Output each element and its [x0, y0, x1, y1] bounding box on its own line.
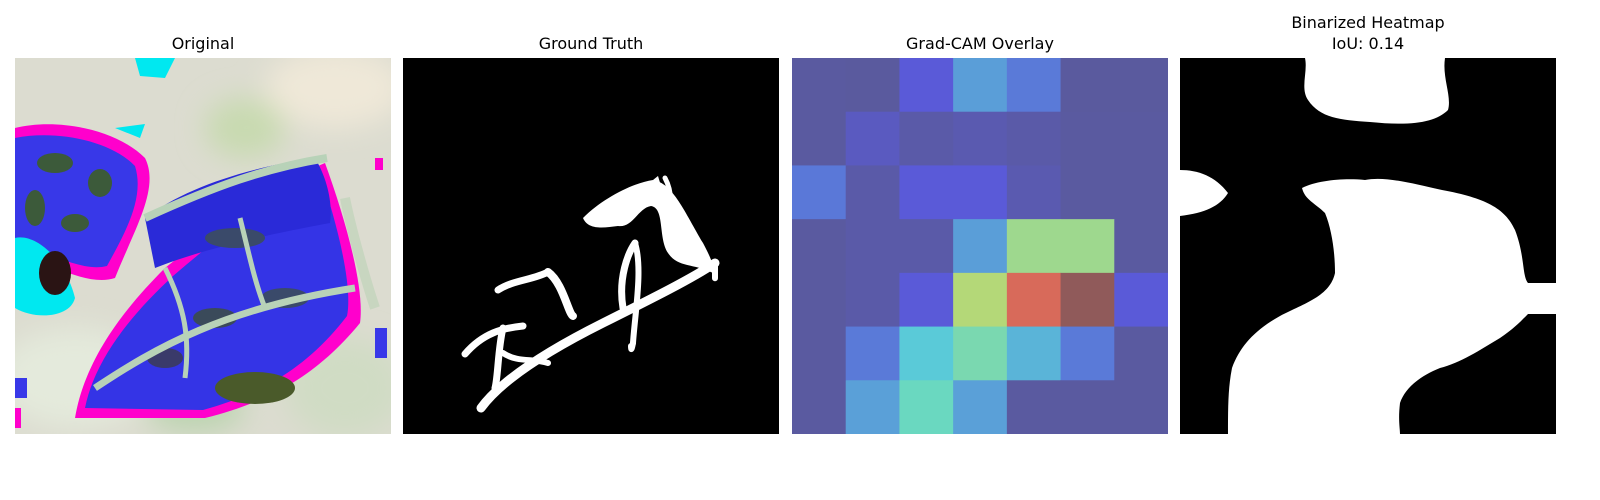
heatmap-cell — [953, 219, 1008, 274]
heatmap-cell — [1006, 272, 1062, 328]
heatmap-cell — [1114, 380, 1168, 434]
heatmap-cell — [1060, 326, 1115, 381]
original-image — [15, 58, 391, 434]
heatmap-cell — [1006, 380, 1062, 434]
heatmap-cell — [792, 58, 847, 113]
heatmap-cell — [1060, 111, 1115, 167]
ground-truth-title: Ground Truth — [538, 34, 644, 53]
heatmap-cell — [953, 111, 1008, 167]
heatmap-cell — [845, 326, 901, 381]
heatmap-cell — [845, 58, 901, 113]
heatmap-cell — [1060, 58, 1115, 113]
heatmap-cell — [792, 165, 847, 220]
gradcam-overlay — [792, 58, 1168, 434]
heatmap-cell — [792, 111, 847, 167]
heatmap-cell — [1114, 111, 1168, 167]
heatmap-cell — [953, 326, 1008, 381]
binarized-heatmap — [1180, 58, 1556, 434]
heatmap-cell — [1060, 165, 1115, 220]
heatmap-cell — [1006, 58, 1062, 113]
heatmap-cell — [845, 111, 901, 167]
heatmap-cell — [1060, 380, 1115, 434]
ground-truth-mask — [403, 58, 779, 434]
heatmap-cell — [1006, 165, 1062, 220]
heatmap-cell — [1006, 219, 1062, 274]
iou-score-label: IoU: 0.14 — [1331, 34, 1405, 53]
heatmap-cell — [1114, 165, 1168, 220]
heatmap-cell — [1114, 219, 1168, 274]
heatmap-cell — [1060, 219, 1115, 274]
heatmap-cell — [899, 111, 954, 167]
heatmap-cell — [1060, 272, 1115, 328]
heatmap-cell — [1114, 326, 1168, 381]
heatmap-cell — [845, 219, 901, 274]
heatmap-cell — [899, 380, 954, 434]
heatmap-cell — [899, 272, 954, 328]
heatmap-cell — [899, 219, 954, 274]
heatmap-cell — [1006, 111, 1062, 167]
heatmap-cell — [792, 326, 847, 381]
original-title: Original — [171, 34, 235, 53]
heatmap-cell — [953, 58, 1008, 113]
heatmap-cell — [899, 165, 954, 220]
heatmap-cell — [899, 326, 954, 381]
heatmap-cell — [899, 58, 954, 113]
binarized-heatmap-title: Binarized Heatmap — [1291, 13, 1445, 32]
heatmap-cell — [1114, 58, 1168, 113]
heatmap-cell — [953, 165, 1008, 220]
heatmap-cell — [792, 272, 847, 328]
heatmap-cell — [845, 380, 901, 434]
heatmap-cell — [792, 219, 847, 274]
heatmap-cell — [1006, 326, 1062, 381]
heatmap-cell — [792, 380, 847, 434]
heatmap-cell — [953, 272, 1008, 328]
heatmap-cell — [1114, 272, 1168, 328]
heatmap-cell — [953, 380, 1008, 434]
heatmap-cell — [845, 272, 901, 328]
gradcam-overlay-title: Grad-CAM Overlay — [906, 34, 1054, 53]
heatmap-cell — [845, 165, 901, 220]
